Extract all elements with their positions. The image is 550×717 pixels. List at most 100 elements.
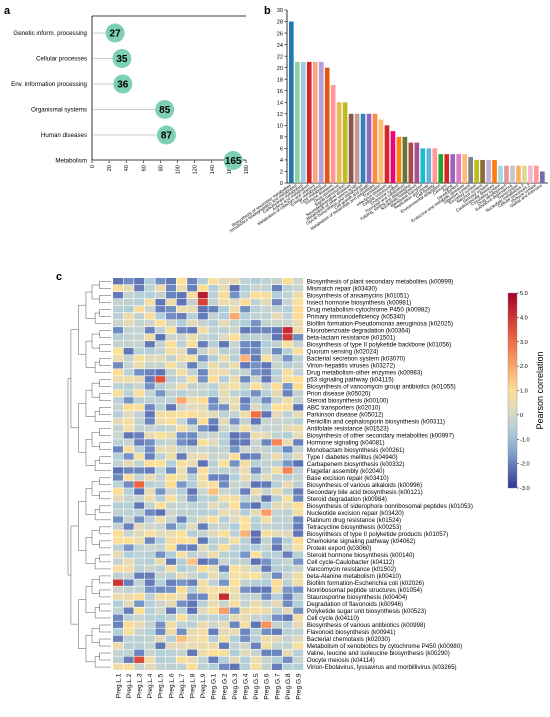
heatmap-cell (176, 334, 187, 341)
heatmap-cell (240, 306, 251, 313)
heatmap-cell (123, 467, 134, 474)
row-label: Bacterial secretion system (k03070) (307, 356, 405, 363)
colorbar (507, 292, 518, 489)
heatmap-cell (261, 635, 272, 642)
heatmap-cell (240, 397, 251, 404)
row-label: Bacterial chemotaxis (k02030) (307, 636, 390, 643)
heatmap-cell (261, 390, 272, 397)
colorbar-tick-label: 3.0 (520, 340, 528, 346)
heatmap-cell (123, 642, 134, 649)
heatmap-cell (261, 404, 272, 411)
heatmap-cell (144, 586, 155, 593)
heatmap-cell (197, 369, 208, 376)
column-label: Preg.L.9 (200, 673, 207, 698)
heatmap-cell (261, 376, 272, 383)
heatmap-cell (187, 614, 198, 621)
heatmap-cell (187, 320, 198, 327)
heatmap-cell (240, 327, 251, 334)
heatmap-cell (144, 460, 155, 467)
heatmap-cell (123, 432, 134, 439)
y-tick-label: 6 (280, 147, 283, 153)
heatmap-cell (144, 558, 155, 565)
heatmap-cell (219, 432, 229, 439)
heatmap-cell (293, 530, 304, 537)
heatmap-cell (219, 355, 229, 362)
heatmap-cell (155, 551, 166, 558)
column-label: Preg.G.7 (274, 673, 281, 699)
heatmap-cell (208, 397, 219, 404)
heatmap-cell (176, 600, 187, 607)
heatmap-cell (155, 334, 166, 341)
heatmap-cell (261, 341, 272, 348)
heatmap-cell (272, 397, 282, 404)
heatmap-cell (144, 614, 155, 621)
heatmap-cell (208, 341, 219, 348)
heatmap-cell (197, 628, 208, 635)
heatmap-cell (187, 390, 198, 397)
bar (294, 61, 300, 183)
heatmap-cell (229, 565, 240, 572)
heatmap-cell (123, 544, 134, 551)
heatmap-cell (197, 481, 208, 488)
heatmap-cell (208, 565, 219, 572)
colorbar-tick-label: 0 (520, 413, 523, 419)
heatmap-cell (166, 523, 176, 530)
heatmap-cell (166, 278, 176, 285)
heatmap-cell (293, 397, 304, 404)
heatmap-cell (240, 537, 251, 544)
heatmap-cell (113, 376, 123, 383)
heatmap-cell (250, 418, 261, 425)
heatmap-cell (144, 649, 155, 656)
bar (354, 113, 360, 183)
row-label: Flavonoid biosynthesis (k00941) (307, 629, 396, 636)
heatmap-cell (240, 509, 251, 516)
heatmap-cell (144, 432, 155, 439)
heatmap-cell (197, 579, 208, 586)
heatmap-cell (197, 439, 208, 446)
bar (306, 61, 312, 183)
heatmap-cell (219, 369, 229, 376)
heatmap-cell (176, 467, 187, 474)
heatmap-cell (293, 327, 304, 334)
column-label: Preg.L.7 (179, 673, 186, 698)
heatmap-cell (229, 530, 240, 537)
heatmap-cell (219, 376, 229, 383)
column-label: Preg.G.4 (243, 673, 250, 699)
heatmap-cell (144, 404, 155, 411)
heatmap-cell (176, 439, 187, 446)
row-label: Antifolate resistance (k01523) (307, 426, 389, 433)
heatmap-cell (208, 383, 219, 390)
heatmap-cell (197, 621, 208, 628)
heatmap-cell (134, 649, 145, 656)
heatmap-cell (166, 537, 176, 544)
heatmap-cell (123, 509, 134, 516)
heatmap-cell (293, 600, 304, 607)
heatmap-cell (250, 446, 261, 453)
heatmap-cell (272, 327, 282, 334)
bubble-point (112, 49, 132, 68)
x-tick-label: 80 (158, 165, 164, 171)
heatmap-cell (208, 502, 219, 509)
heatmap-cell (208, 509, 219, 516)
row-label: Hormone signaling (k04081) (307, 440, 385, 447)
heatmap-cell (250, 628, 261, 635)
heatmap-cell (208, 523, 219, 530)
heatmap-cell (187, 446, 198, 453)
heatmap-cell (229, 523, 240, 530)
heatmap-cell (187, 530, 198, 537)
heatmap-cell (261, 425, 272, 432)
heatmap-cell (155, 355, 166, 362)
heatmap-cell (197, 460, 208, 467)
heatmap-cell (282, 621, 293, 628)
heatmap-cell (282, 278, 293, 285)
heatmap-cell (197, 593, 208, 600)
bar (366, 113, 372, 183)
heatmap-cell (197, 397, 208, 404)
category-label: Env. information processing (11, 81, 87, 88)
heatmap-cell (293, 565, 304, 572)
heatmap-cell (261, 278, 272, 285)
heatmap-cell (293, 278, 304, 285)
heatmap-cell (123, 537, 134, 544)
heatmap-cell (229, 320, 240, 327)
heatmap-cell (219, 656, 229, 663)
